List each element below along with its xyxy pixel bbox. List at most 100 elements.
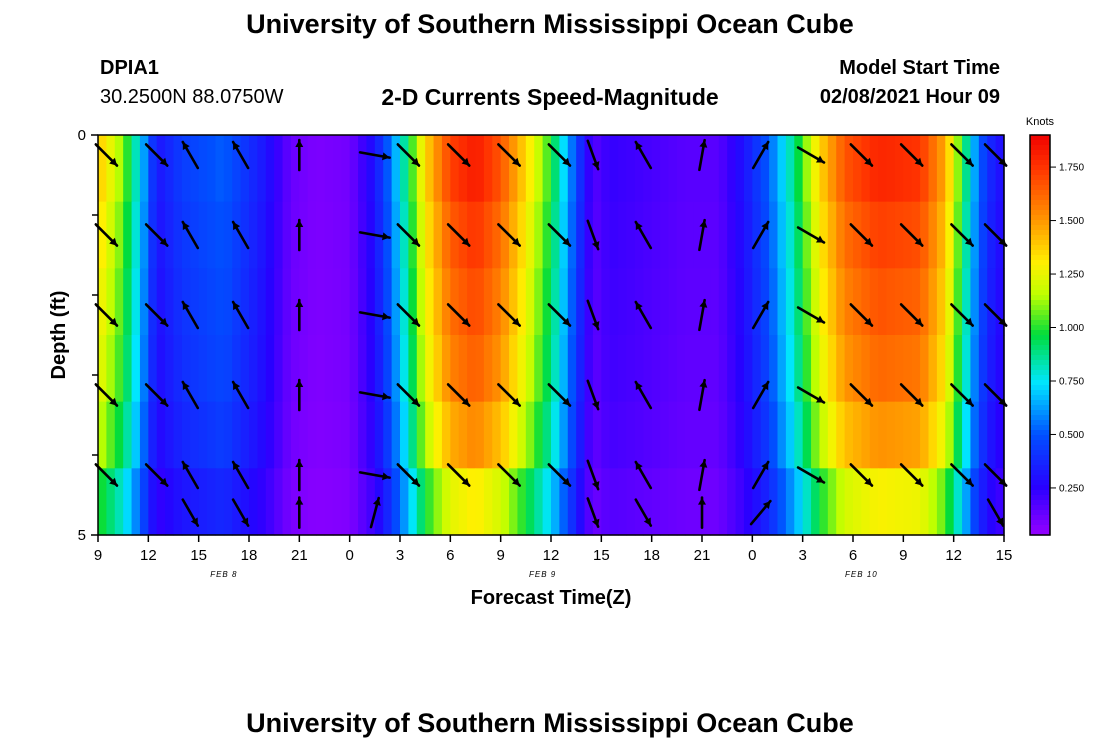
heat-cell	[509, 335, 519, 403]
heat-cell	[525, 268, 535, 336]
vector-head	[964, 237, 973, 246]
vector-head	[382, 152, 390, 161]
colorbar-segment	[1030, 305, 1050, 311]
colorbar-tick-label: 1.250	[1059, 270, 1084, 281]
heat-cell	[660, 135, 670, 203]
heat-cell	[567, 135, 577, 203]
vector-head	[635, 222, 643, 231]
x-tick-label: 0	[345, 547, 353, 564]
heat-cell	[198, 201, 208, 269]
heat-cell	[123, 468, 133, 536]
heat-cell	[987, 335, 997, 403]
heat-cell	[903, 335, 913, 403]
heat-cell	[190, 201, 200, 269]
heat-cell	[282, 201, 292, 269]
heat-cell	[660, 268, 670, 336]
heat-cell	[987, 401, 997, 469]
heat-cell	[693, 401, 703, 469]
heat-cell	[785, 401, 795, 469]
heat-cell	[98, 268, 107, 336]
current-vector	[181, 220, 200, 250]
vector-head	[864, 237, 872, 246]
heat-cell	[995, 468, 1005, 536]
heat-cell	[785, 201, 795, 269]
x-tick-label: 15	[190, 547, 207, 564]
vector-head	[816, 475, 824, 483]
heat-cell	[819, 401, 829, 469]
colorbar-segment	[1030, 290, 1050, 296]
heat-cell	[139, 401, 149, 469]
colorbar-segment	[1030, 525, 1050, 531]
heat-cell	[886, 401, 896, 469]
heat-cell	[400, 201, 409, 269]
heat-cell	[853, 401, 862, 469]
heat-cell	[827, 201, 837, 269]
vector-head	[382, 312, 390, 321]
heat-cell	[811, 201, 821, 269]
current-vector	[144, 383, 169, 407]
date-label: FEB 8	[210, 570, 237, 579]
heat-cell	[920, 268, 930, 336]
heat-cell	[341, 268, 351, 336]
heat-cell	[735, 201, 745, 269]
vector-head	[461, 397, 470, 406]
heat-cell	[953, 135, 963, 203]
heat-cell	[290, 468, 300, 536]
current-vector	[634, 380, 653, 410]
current-vector	[796, 226, 826, 244]
current-vector-bottom	[295, 496, 304, 529]
heat-cell	[341, 401, 351, 469]
heat-cell	[190, 268, 200, 336]
heat-cell	[735, 468, 745, 536]
heat-cell	[769, 268, 779, 336]
heat-cell	[718, 401, 728, 469]
current-vector	[586, 379, 600, 411]
heat-cell	[626, 201, 636, 269]
heat-cell	[710, 135, 720, 203]
current-vector	[899, 463, 924, 487]
current-vector	[295, 458, 304, 492]
heat-cell	[458, 401, 468, 469]
vector-head	[411, 477, 419, 486]
current-vector	[547, 303, 572, 327]
current-vector	[586, 219, 600, 251]
heat-cell	[945, 468, 955, 536]
heat-cell	[181, 335, 191, 403]
heat-cell	[643, 335, 653, 403]
x-tick-label: 0	[748, 547, 756, 564]
heat-cell	[811, 468, 821, 536]
heat-cell	[324, 401, 334, 469]
heat-cell	[987, 268, 997, 336]
heat-cell	[853, 135, 862, 203]
heat-cell	[232, 201, 242, 269]
heat-cell	[425, 268, 435, 336]
current-vector	[358, 151, 391, 161]
heat-cell	[341, 335, 351, 403]
current-vector	[358, 311, 391, 321]
x-tick-label: 18	[643, 547, 660, 564]
heat-cell	[534, 335, 544, 403]
heat-cell	[936, 335, 946, 403]
heat-cell	[920, 401, 930, 469]
vector-head	[382, 232, 390, 241]
heat-cell	[316, 268, 326, 336]
x-tick-label: 12	[140, 547, 157, 564]
x-tick-label: 3	[396, 547, 404, 564]
heat-cell	[198, 468, 208, 536]
heat-cell	[894, 268, 904, 336]
heat-cell	[181, 401, 191, 469]
current-vector	[950, 143, 975, 167]
x-tick-label: 6	[849, 547, 857, 564]
heat-cell	[148, 201, 158, 269]
heat-cell	[525, 401, 535, 469]
vector-head	[914, 317, 923, 326]
heat-cell	[559, 401, 569, 469]
heat-cell	[450, 401, 460, 469]
heat-cell	[886, 201, 896, 269]
vector-head	[295, 380, 304, 387]
heat-cell	[249, 201, 258, 269]
heat-cell	[366, 268, 376, 336]
heat-cell	[853, 201, 862, 269]
heat-cell	[492, 401, 502, 469]
heat-cell	[223, 201, 233, 269]
